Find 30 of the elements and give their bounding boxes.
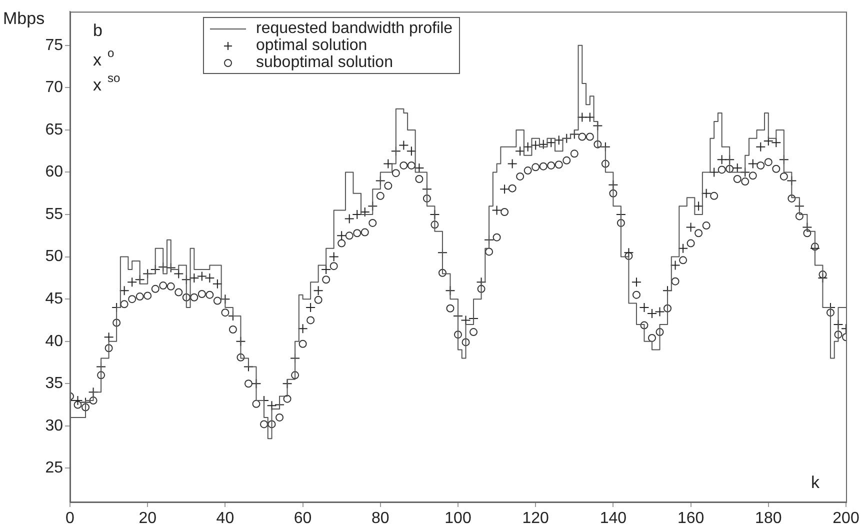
y-tick-label: 30 bbox=[45, 417, 64, 434]
x-tick-label: 180 bbox=[755, 510, 782, 525]
y-tick-label: 40 bbox=[45, 332, 64, 350]
legend-label: suboptimal solution bbox=[256, 54, 393, 71]
x-tick-label: 160 bbox=[677, 510, 704, 525]
x-tick-label: 120 bbox=[522, 510, 550, 525]
y-tick-label: 70 bbox=[45, 79, 64, 96]
x-tick-label: 140 bbox=[600, 510, 627, 525]
x-axis-title: k bbox=[811, 473, 820, 492]
x-tick-label: 20 bbox=[138, 510, 157, 525]
y-tick-label: 60 bbox=[45, 164, 64, 181]
x-tick-label: 40 bbox=[216, 510, 234, 525]
legend-label: optimal solution bbox=[256, 37, 368, 54]
annotation: b bbox=[93, 21, 102, 40]
y-tick-label: 55 bbox=[45, 206, 64, 223]
annotation: x$^{so}$ bbox=[93, 71, 120, 94]
y-tick-label: 50 bbox=[45, 248, 64, 266]
y-tick-label: 25 bbox=[45, 460, 64, 477]
x-tick-label: 80 bbox=[372, 510, 390, 525]
y-tick-label: 75 bbox=[45, 36, 64, 54]
x-tick-label: 100 bbox=[444, 510, 472, 525]
x-tick-label: 0 bbox=[66, 510, 75, 525]
y-axis-title: Mbps bbox=[3, 9, 45, 28]
y-tick-label: 35 bbox=[45, 375, 64, 392]
legend-label: requested bandwidth profile bbox=[256, 20, 453, 37]
x-tick-label: 60 bbox=[294, 510, 312, 525]
x-tick-label: 200 bbox=[832, 510, 860, 525]
annotation: x$^{o}$ bbox=[93, 46, 114, 70]
y-tick-label: 65 bbox=[45, 121, 64, 138]
y-tick-label: 45 bbox=[45, 290, 64, 308]
